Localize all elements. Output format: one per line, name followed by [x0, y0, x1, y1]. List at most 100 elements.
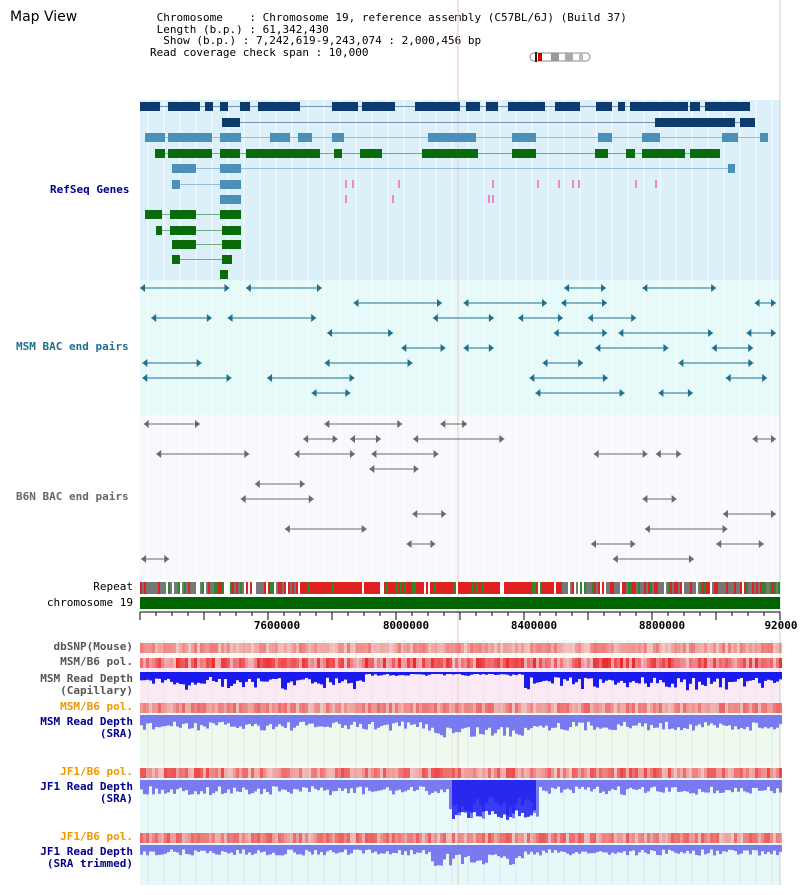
msm-b6-pol-track-label[interactable]: MSM/B6 pol.	[60, 655, 133, 668]
repeat-bar	[504, 582, 506, 594]
depth-bar	[692, 845, 695, 851]
repeat-bar	[732, 582, 734, 594]
depth-bar	[461, 845, 464, 865]
pol-cell	[752, 643, 755, 653]
pol-cell	[449, 703, 452, 713]
pol-cell	[395, 833, 398, 843]
msm-read-depth-capillary-label[interactable]: MSM Read Depth (Capillary)	[40, 672, 133, 697]
pol-cell	[500, 768, 503, 778]
pol-cell	[458, 833, 461, 843]
depth-bar	[152, 845, 155, 852]
depth-bar	[518, 845, 521, 857]
pol-cell	[704, 833, 707, 843]
pol-cell	[536, 703, 539, 713]
pol-cell	[560, 658, 563, 668]
refseq-track-label[interactable]: RefSeq Genes	[50, 183, 130, 196]
depth-bar	[725, 780, 728, 791]
depth-bar	[455, 672, 458, 675]
msm-b6-pol-sra-label[interactable]: MSM/B6 pol.	[60, 700, 133, 713]
pol-cell	[572, 833, 575, 843]
repeat-track-label[interactable]: Repeat	[93, 580, 133, 593]
pol-cell	[209, 703, 212, 713]
repeat-bar	[542, 582, 544, 594]
depth-bar	[641, 672, 644, 678]
pol-cell	[368, 703, 371, 713]
repeat-bar	[262, 582, 264, 594]
pol-cell	[404, 643, 407, 653]
pol-cell	[485, 703, 488, 713]
depth-bar	[260, 715, 263, 731]
chromosome-track-label[interactable]: chromosome 19	[46, 596, 133, 609]
pol-cell	[338, 643, 341, 653]
pol-cell	[437, 768, 440, 778]
depth-bar	[527, 845, 530, 855]
repeat-bar	[516, 582, 518, 594]
depth-bar	[716, 780, 719, 791]
depth-bar	[200, 845, 203, 851]
pol-cell	[302, 768, 305, 778]
jf1-b6-pol-trimmed-label[interactable]: JF1/B6 pol.	[60, 830, 133, 843]
depth-bar	[287, 715, 290, 723]
pol-cell	[620, 643, 623, 653]
depth-bar	[584, 845, 587, 852]
depth-bar	[452, 672, 455, 675]
refseq-track-bg	[140, 100, 780, 280]
chromosome-ideogram[interactable]	[529, 52, 591, 62]
msm-bac-end	[529, 374, 535, 382]
depth-bar	[350, 780, 353, 789]
pol-cell	[203, 768, 206, 778]
msm-bac-track-label[interactable]: MSM BAC end pairs	[16, 340, 129, 353]
depth-bar	[218, 845, 221, 855]
depth-bar	[380, 845, 383, 854]
pol-cell	[626, 643, 629, 653]
pol-cell	[536, 833, 539, 843]
depth-bar	[758, 780, 761, 791]
depth-bar	[275, 672, 278, 680]
pol-cell	[290, 768, 293, 778]
pol-cell	[227, 703, 230, 713]
msm-bac-end	[746, 329, 752, 337]
jf1-b6-pol-label[interactable]: JF1/B6 pol.	[60, 765, 133, 778]
repeat-bar	[372, 582, 374, 594]
depth-bar	[698, 672, 701, 682]
depth-bar	[725, 845, 728, 852]
depth-bar	[389, 672, 392, 676]
depth-bar	[371, 845, 374, 853]
depth-bar	[554, 672, 557, 678]
pol-cell	[692, 768, 695, 778]
pol-cell	[239, 643, 242, 653]
depth-bar	[467, 715, 470, 728]
repeat-bar	[306, 582, 308, 594]
jf1-read-depth-sra-label[interactable]: JF1 Read Depth (SRA)	[40, 780, 133, 805]
depth-peak	[491, 780, 494, 812]
pol-cell	[266, 768, 269, 778]
pol-cell	[431, 768, 434, 778]
repeat-bar	[336, 582, 338, 594]
b6n-bac-track-label[interactable]: B6N BAC end pairs	[16, 490, 129, 503]
repeat-bar	[332, 582, 334, 594]
pol-cell	[545, 833, 548, 843]
depth-bar	[713, 672, 716, 682]
dbsnp-track-label[interactable]: dbSNP(Mouse)	[53, 640, 133, 653]
pol-cell	[533, 643, 536, 653]
pol-cell	[713, 768, 716, 778]
pol-cell	[218, 658, 221, 668]
repeat-bar	[612, 582, 614, 594]
pol-cell	[494, 643, 497, 653]
pol-cell	[617, 768, 620, 778]
pol-cell	[341, 768, 344, 778]
pol-cell	[512, 643, 515, 653]
depth-bar	[170, 780, 173, 790]
msm-read-depth-sra-label[interactable]: MSM Read Depth (SRA)	[40, 715, 133, 740]
repeat-bar	[260, 582, 262, 594]
depth-bar	[449, 780, 452, 810]
pol-cell	[149, 833, 152, 843]
pol-cell	[179, 768, 182, 778]
pol-cell	[401, 703, 404, 713]
depth-bar	[503, 845, 506, 857]
jf1-read-depth-trimmed-label[interactable]: JF1 Read Depth (SRA trimmed)	[40, 845, 133, 870]
pol-cell	[467, 658, 470, 668]
depth-bar	[620, 715, 623, 726]
pol-cell	[356, 768, 359, 778]
